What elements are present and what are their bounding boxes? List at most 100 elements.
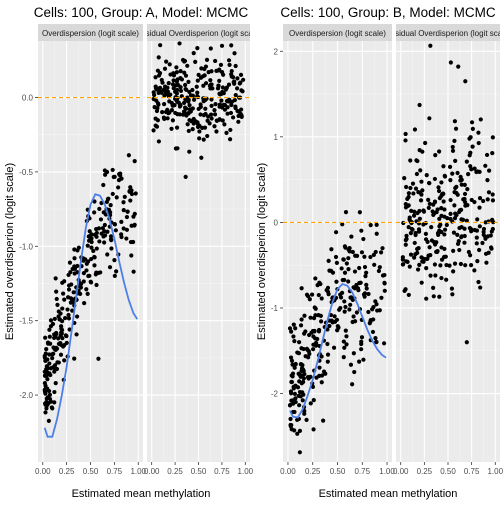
data-point [209,116,214,121]
data-point [89,239,94,245]
data-point [167,110,172,115]
data-point [362,254,367,259]
data-point [129,191,135,197]
data-point [233,63,238,69]
data-point [428,43,433,48]
data-point [169,126,174,131]
data-point [357,280,362,286]
data-point [72,256,77,261]
data-point [354,253,360,258]
data-point [490,150,495,156]
data-point [208,78,213,83]
data-point [436,185,441,190]
data-point [485,177,490,183]
data-point [346,267,351,272]
data-point [426,180,432,186]
data-point [45,402,50,407]
data-point [297,450,302,455]
data-point [477,224,482,229]
data-point [52,316,57,322]
x-tick-label: 0.00 [280,467,296,476]
data-point [86,234,91,239]
facet-panel-1: Residual Overdisperion (logit scale) 0.00… [393,24,504,476]
data-point [65,307,70,312]
data-point [420,259,425,264]
data-point [297,340,302,345]
data-point [75,314,80,319]
data-point [344,334,349,339]
data-point [203,81,209,86]
data-point [478,285,483,290]
data-point [459,182,464,187]
y-axis-title: Estimated overdisperion (logit scale) [256,163,268,340]
data-point [421,209,427,214]
data-point [60,280,65,285]
data-point [338,295,344,300]
data-point [347,307,352,312]
data-point [467,153,472,158]
data-point [292,428,297,433]
data-point [112,258,117,263]
data-point [66,316,72,321]
trend-curve [43,193,139,438]
data-point [359,335,365,340]
data-point [43,388,48,393]
data-point [406,225,411,230]
data-point [346,279,351,284]
data-point [54,366,60,372]
data-point [331,345,337,350]
chart-0: Cells: 100, Group: A, Model: MCMC Overdis… [4,5,262,500]
x-tick-label: 0.75 [214,467,230,476]
data-point [343,328,348,333]
data-point [490,135,495,140]
data-point [185,99,191,104]
data-point [486,190,492,195]
data-point [121,208,126,213]
data-point [382,288,387,293]
data-point [435,248,440,254]
data-point [428,253,433,258]
data-point [343,304,348,310]
data-point [54,296,59,302]
data-point [436,232,441,238]
chart-title: Cells: 100, Group: B, Model: MCMC [280,5,496,20]
data-point [47,392,53,397]
data-point [293,396,298,401]
data-point [310,384,316,390]
data-point [317,280,322,285]
data-point [92,254,97,260]
data-point [346,256,351,261]
data-point [301,379,306,385]
data-point [304,346,310,352]
data-point [444,277,449,282]
data-point [439,275,444,281]
data-point [205,133,210,139]
data-point [453,185,458,191]
data-point [341,355,346,360]
facet-strip-label: Residual Overdisperion (logit scale) [135,29,262,38]
x-tick-label: 0.50 [440,467,456,476]
data-point [341,257,346,262]
data-point [468,263,474,268]
data-point [289,329,294,334]
data-point [214,118,220,123]
data-point [165,116,170,121]
data-point [69,282,74,287]
data-point [382,341,387,346]
data-point [431,212,436,218]
facet-strip [38,24,143,41]
data-point [367,321,372,326]
data-point [44,406,49,411]
data-point [477,247,482,253]
data-point [176,83,181,88]
data-point [462,196,467,202]
data-point [109,238,114,243]
data-point [442,207,447,212]
data-point [229,43,234,48]
x-tick-label: 0.25 [167,467,183,476]
data-point [348,362,354,367]
data-point [325,352,331,357]
data-point [334,279,339,284]
data-point [423,237,429,242]
data-point [477,205,482,210]
